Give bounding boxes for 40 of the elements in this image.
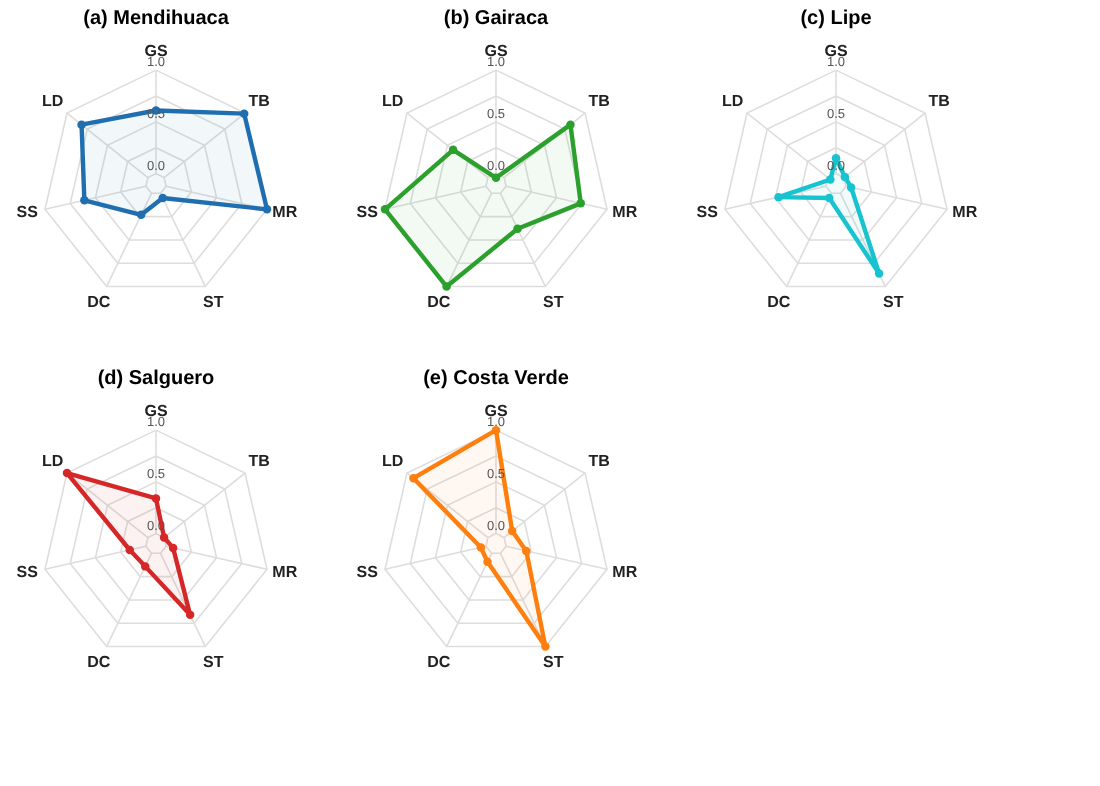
spoke-label: SS (16, 563, 40, 582)
spoke-label: DC (427, 292, 451, 311)
spoke-label: SS (356, 203, 380, 222)
chart-title: (b) Gairaca (443, 8, 550, 30)
spoke-label: DC (767, 292, 791, 311)
spoke-label: GS (144, 41, 169, 60)
spoke-label: GS (824, 41, 849, 60)
spoke-label: ST (543, 652, 564, 671)
spoke-label: GS (144, 401, 169, 420)
spoke-label: SS (356, 563, 380, 582)
spoke-label: MR (612, 203, 638, 222)
spoke-label: TB (248, 91, 271, 110)
spoke-label: SS (696, 203, 720, 222)
spoke-label: MR (272, 203, 298, 222)
spoke-label: ST (203, 652, 224, 671)
spoke-label: MR (272, 563, 298, 582)
spoke-label: LD (42, 91, 64, 110)
chart-title: (e) Costa Verde (423, 368, 570, 390)
chart-title: (c) Lipe (800, 8, 873, 30)
spoke-label: TB (588, 91, 611, 110)
spoke-label: DC (87, 652, 111, 671)
spoke-label: MR (952, 203, 978, 222)
spoke-label: LD (722, 91, 744, 110)
spoke-label: TB (588, 451, 611, 470)
spoke-label: LD (382, 91, 404, 110)
spoke-label: SS (16, 203, 40, 222)
chart-title: (a) Mendihuaca (83, 8, 230, 30)
spoke-label: ST (203, 292, 224, 311)
chart-title: (d) Salguero (97, 368, 215, 390)
spoke-label: GS (484, 401, 509, 420)
spoke-label: LD (42, 451, 64, 470)
spoke-label: MR (612, 563, 638, 582)
spoke-label: TB (928, 91, 951, 110)
spoke-label: ST (543, 292, 564, 311)
spoke-label: DC (87, 292, 111, 311)
spoke-label: DC (427, 652, 451, 671)
spoke-label: GS (484, 41, 509, 60)
spoke-label: ST (883, 292, 904, 311)
spoke-label: TB (248, 451, 271, 470)
spoke-label: LD (382, 451, 404, 470)
